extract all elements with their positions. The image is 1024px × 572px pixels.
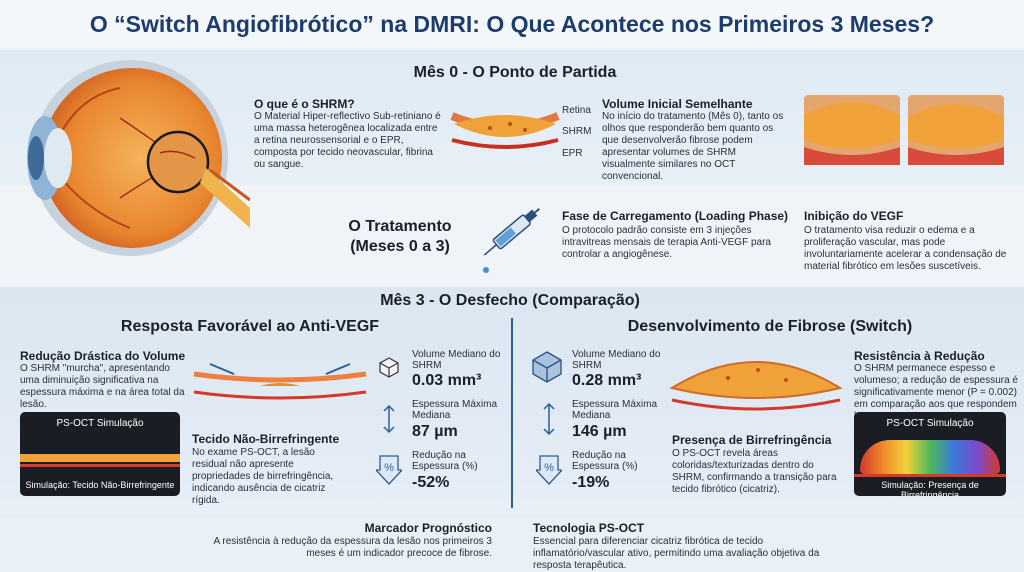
- vegf-text: O tratamento visa reduzir o edema e a pr…: [804, 225, 1007, 272]
- ps-oct-simulation-responder: PS-OCT Simulação Simulação: Tecido Não-B…: [20, 412, 180, 496]
- stat-label-reduction-left: Redução na Espessura (%): [412, 450, 478, 472]
- oct-thumbnail-fibrosis: [908, 95, 1004, 165]
- month0-heading: Mês 0 - O Ponto de Partida: [413, 64, 617, 81]
- stat-value-thickness-right: 146 µm: [572, 423, 627, 440]
- stat-label-thickness-left: Espessura Máxima Mediana: [412, 399, 498, 421]
- thickness-arrow-right-icon: [543, 402, 555, 436]
- month3-heading: Mês 3 - O Desfecho (Comparação): [380, 292, 640, 309]
- label-epr: EPR: [562, 148, 583, 159]
- thickness-arrow-icon: [383, 404, 395, 434]
- treatment-heading-line2: (Meses 0 a 3): [350, 238, 450, 255]
- percent-down-icon: %: [376, 455, 402, 485]
- svg-text:%: %: [384, 462, 394, 474]
- ps-oct-tech-text: Essencial para diferenciar cicatriz fibr…: [533, 536, 820, 571]
- label-shrm: SHRM: [562, 126, 592, 137]
- ps-oct-sim-caption-right: Simulação: Presença de Birrefringência: [881, 480, 979, 496]
- loading-phase-title: Fase de Carregamento (Loading Phase): [562, 209, 789, 223]
- stat-value-volume-right: 0.28 mm³: [572, 372, 642, 389]
- page-title: O “Switch Angiofibrótico” na DMRI: O Que…: [0, 0, 1024, 48]
- stat-label-volume-right: Volume Mediano do SHRM: [572, 349, 661, 371]
- stat-label-volume-left: Volume Mediano do SHRM: [412, 349, 501, 371]
- birefringence-title: Presença de Birrefringência: [672, 433, 832, 447]
- loading-phase-text: O protocolo padrão consiste em 3 injeçõe…: [562, 225, 771, 260]
- cube-icon: [379, 357, 399, 378]
- favorable-heading: Resposta Favorável ao Anti-VEGF: [120, 318, 380, 335]
- drastic-reduction-text: O SHRM "murcha", apresentando uma diminu…: [20, 363, 185, 410]
- cube-large-icon: [532, 351, 562, 383]
- column-divider: [511, 318, 513, 508]
- treatment-heading-line1: O Tratamento: [348, 218, 452, 235]
- shrm-what-title: O que é o SHRM?: [254, 97, 355, 111]
- vegf-title: Inibição do VEGF: [804, 209, 904, 223]
- eye-illustration: [27, 60, 250, 256]
- stat-value-reduction-left: -52%: [412, 474, 450, 491]
- ps-oct-sim-title-right: PS-OCT Simulação: [886, 418, 974, 429]
- stat-label-thickness-right: Espessura Máxima Mediana: [572, 399, 658, 421]
- thin-lesion-diagram: [193, 363, 367, 400]
- oct-thumbnail-responder: [804, 95, 900, 165]
- percent-down-right-icon: %: [536, 455, 562, 485]
- shrm-what-text: O Material Hiper-reflectivo Sub-retinian…: [254, 111, 441, 170]
- label-retina: Retina: [562, 105, 591, 116]
- initial-volume-title: Volume Inicial Semelhante: [602, 97, 753, 111]
- prognostic-marker-title: Marcador Prognóstico: [364, 521, 492, 535]
- thick-lesion-diagram: [669, 361, 843, 411]
- drastic-reduction-title: Redução Drástica do Volume: [20, 349, 186, 363]
- ps-oct-sim-title-left: PS-OCT Simulação: [56, 418, 144, 429]
- initial-volume-text: No início do tratamento (Mês 0), tanto o…: [602, 111, 784, 182]
- fibrosis-heading: Desenvolvimento de Fibrose (Switch): [627, 318, 913, 335]
- stat-value-reduction-right: -19%: [572, 474, 610, 491]
- ps-oct-sim-caption-left: Simulação: Tecido Não-Birrefringente: [25, 480, 175, 490]
- svg-text:%: %: [544, 462, 554, 474]
- prognostic-marker-text: A resistência à redução da espessura da …: [213, 536, 493, 559]
- ps-oct-simulation-fibrosis: PS-OCT Simulação Simulação: Presença de …: [854, 412, 1006, 496]
- non-birefringent-title: Tecido Não-Birrefringente: [192, 432, 340, 446]
- retina-cross-section: [450, 112, 560, 149]
- stat-label-reduction-right: Redução na Espessura (%): [572, 450, 638, 472]
- footer-section: [0, 513, 1024, 572]
- resistance-title: Resistência à Redução: [854, 349, 985, 363]
- stat-value-thickness-left: 87 µm: [412, 423, 458, 440]
- stat-value-volume-left: 0.03 mm³: [412, 372, 482, 389]
- ps-oct-tech-title: Tecnologia PS-OCT: [533, 521, 645, 535]
- syringe-icon: [483, 207, 540, 273]
- birefringence-text: O PS-OCT revela áreas coloridas/texturiz…: [672, 448, 837, 495]
- non-birefringent-text: No exame PS-OCT, a lesão residual não ap…: [192, 447, 334, 506]
